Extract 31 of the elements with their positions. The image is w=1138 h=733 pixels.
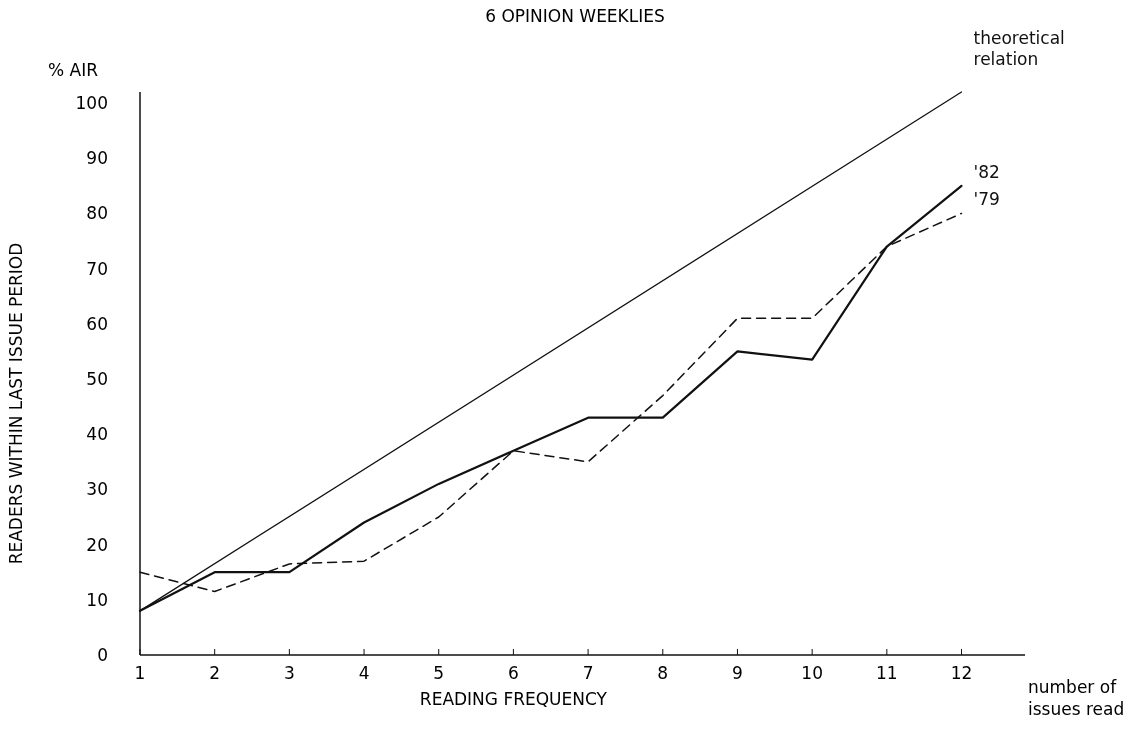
y-tick-label: 100 bbox=[75, 92, 108, 113]
y-tick-label: 50 bbox=[86, 368, 108, 389]
y-tick-label: 10 bbox=[86, 589, 108, 610]
x-tick-label: 3 bbox=[283, 663, 295, 683]
x-tick-label: 4 bbox=[358, 663, 370, 683]
x-tick-label: 12 bbox=[950, 663, 973, 683]
x-tick-label: 10 bbox=[801, 663, 823, 683]
y-axis-title: READERS WITHIN LAST ISSUE PERIOD bbox=[6, 242, 26, 565]
y-tick-label: 70 bbox=[86, 258, 108, 279]
x-tick-label: 9 bbox=[732, 663, 743, 683]
y-tick-label: 80 bbox=[86, 203, 108, 224]
x-tick-label: 1 bbox=[134, 663, 146, 683]
y-tick-label: 0 bbox=[97, 644, 108, 665]
series-label: theoretical relation bbox=[973, 28, 1065, 69]
series-label: '79 bbox=[973, 189, 1000, 210]
y-tick-label: 60 bbox=[86, 313, 108, 334]
x-tick-label: 7 bbox=[582, 663, 594, 683]
x-tick-label: 2 bbox=[209, 663, 221, 683]
y-tick-label: 20 bbox=[86, 534, 108, 555]
y-tick-label: 90 bbox=[86, 148, 108, 169]
x-tick-label: 5 bbox=[433, 663, 445, 683]
chart-title: 6 OPINION WEEKLIES bbox=[485, 6, 665, 26]
y-tick-label: 40 bbox=[86, 424, 108, 445]
text: number of issues read bbox=[1028, 677, 1125, 719]
y-tick-label: 30 bbox=[86, 479, 108, 500]
x-axis-title: READING FREQUENCY bbox=[419, 689, 608, 709]
text: % AIR bbox=[48, 60, 99, 80]
x-tick-label: 6 bbox=[508, 663, 519, 683]
series-label: '82 bbox=[973, 161, 1000, 182]
x-tick-label: 8 bbox=[657, 663, 669, 683]
x-tick-label: 11 bbox=[876, 663, 898, 683]
